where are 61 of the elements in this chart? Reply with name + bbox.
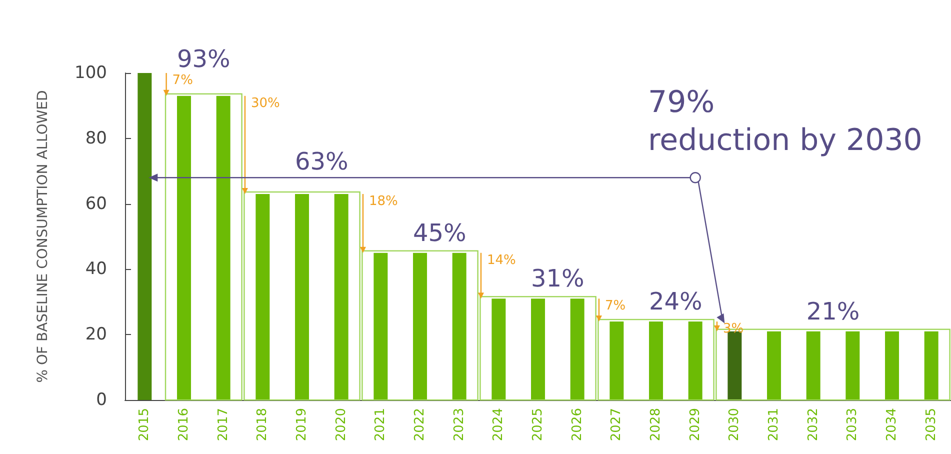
annotation: 45% <box>412 218 466 247</box>
bar <box>177 96 191 400</box>
x-tick-label: 2028 <box>648 408 664 442</box>
annotation: 31% <box>530 264 584 293</box>
annotation: 7% <box>604 298 626 314</box>
bar <box>846 331 860 400</box>
x-tick-label: 2019 <box>294 408 310 442</box>
x-tick-label: 2026 <box>570 408 585 442</box>
x-tick-label: 2023 <box>452 408 467 442</box>
bar <box>885 331 899 400</box>
annotation: 18% <box>368 194 398 209</box>
annotation: 30% <box>250 96 280 111</box>
y-tick-label: 20 <box>85 324 107 345</box>
x-tick-label: 2032 <box>806 408 821 442</box>
bar <box>492 298 506 400</box>
bar <box>924 331 938 400</box>
annotation: 21% <box>806 297 860 326</box>
bar <box>728 331 742 400</box>
y-tick-label: 60 <box>85 194 107 214</box>
bar <box>767 331 781 400</box>
x-tick-label: 2034 <box>884 408 900 442</box>
bar <box>570 298 584 400</box>
annotation: 7% <box>172 73 193 88</box>
annotation: 24% <box>648 288 702 316</box>
x-tick-label: 2030 <box>727 408 742 442</box>
annotation: 79% reduction by 2030 <box>648 85 922 158</box>
bar <box>256 194 270 400</box>
y-axis-title: % OF BASELINE CONSUMPTION ALLOWED <box>35 90 51 383</box>
x-tick-label: 2016 <box>176 408 192 442</box>
bar <box>806 331 820 400</box>
bar <box>610 322 624 400</box>
x-tick-label: 2024 <box>491 408 506 442</box>
x-tick-label: 2017 <box>216 408 231 442</box>
y-tick-label: 80 <box>85 128 107 148</box>
bar <box>138 73 152 400</box>
x-tick-label: 2035 <box>924 408 939 442</box>
bar <box>688 322 702 400</box>
bar <box>334 194 348 400</box>
bar <box>649 322 663 400</box>
x-tick-label: 2015 <box>137 408 152 442</box>
annotation: 14% <box>486 252 516 268</box>
annotation: 93% <box>176 45 230 73</box>
x-tick-label: 2033 <box>845 408 860 442</box>
x-tick-label: 2020 <box>334 408 349 442</box>
x-tick-label: 2031 <box>766 408 782 442</box>
x-tick-label: 2025 <box>530 408 546 442</box>
x-tick-label: 2021 <box>373 408 388 442</box>
bar <box>374 252 388 400</box>
y-tick-label: 40 <box>85 259 107 280</box>
bar <box>531 298 545 400</box>
bar <box>413 252 427 400</box>
y-tick-label: 0 <box>96 390 107 410</box>
y-tick-label: 100 <box>74 63 107 83</box>
x-tick-label: 2022 <box>412 408 428 442</box>
annotation: 63% <box>294 148 348 176</box>
x-tick-label: 2029 <box>688 408 703 442</box>
x-tick-label: 2018 <box>255 408 270 442</box>
bar <box>216 96 230 400</box>
bar <box>295 194 309 400</box>
x-tick-label: 2027 <box>609 408 624 442</box>
bar <box>452 252 466 400</box>
